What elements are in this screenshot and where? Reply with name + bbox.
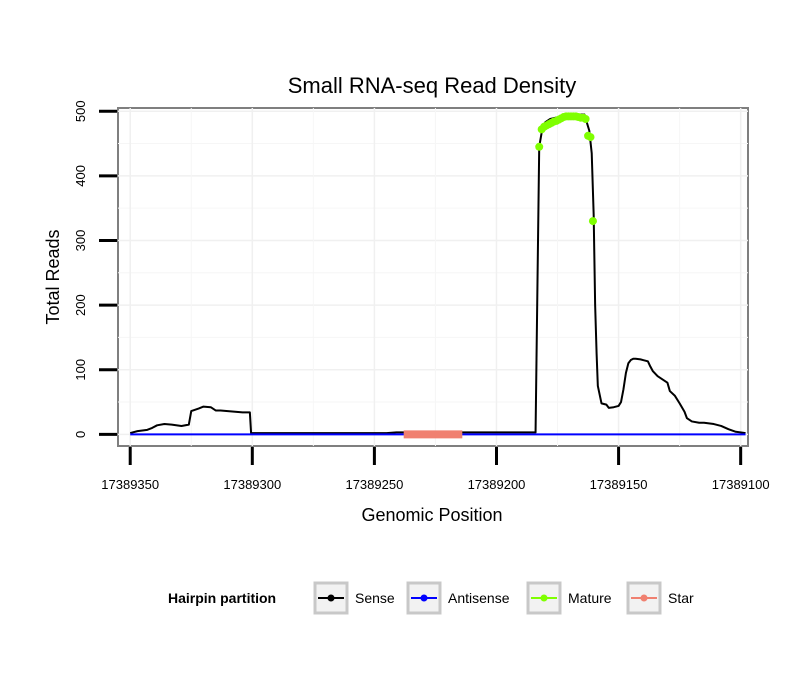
x-tick-label: 17389350 [101, 477, 159, 492]
plot-panel [117, 107, 749, 447]
x-axis-label: Genomic Position [361, 505, 502, 525]
y-axis-label: Total Reads [43, 229, 63, 324]
x-axis: 17389350 17389300 17389250 17389200 17389150… [101, 447, 770, 492]
chart-title: Small RNA-seq Read Density [288, 73, 577, 98]
mature-point [535, 142, 544, 151]
x-tick-label: 17389200 [468, 477, 526, 492]
mature-point [588, 217, 597, 226]
y-tick-label: 0 [73, 431, 88, 438]
legend-item-star: Star [626, 581, 694, 615]
legend-item-mature: Mature [526, 581, 612, 615]
legend-item-sense: Sense [313, 581, 395, 615]
x-tick-label: 17389150 [590, 477, 648, 492]
y-axis: 0 100 200 300 400 500 [73, 100, 117, 438]
y-tick-label: 200 [73, 294, 88, 316]
legend-label: Antisense [448, 590, 510, 606]
legend-item-antisense: Antisense [406, 581, 510, 615]
y-tick-label: 100 [73, 359, 88, 381]
legend-key-point [327, 594, 335, 602]
grid-lines [118, 108, 748, 446]
mature-point [586, 133, 595, 142]
legend: Hairpin partition Sense Antisense Mature St… [168, 581, 694, 615]
y-tick-label: 400 [73, 165, 88, 187]
legend-label: Star [668, 590, 694, 606]
legend-label: Sense [355, 590, 395, 606]
legend-title: Hairpin partition [168, 590, 276, 606]
series-layer [129, 112, 746, 439]
sense-line [129, 113, 746, 435]
legend-key-point [540, 594, 548, 602]
legend-key-point [640, 594, 648, 602]
legend-key-point [420, 594, 428, 602]
legend-label: Mature [568, 590, 612, 606]
mature-point [581, 114, 590, 123]
x-tick-label: 17389300 [223, 477, 281, 492]
y-tick-label: 500 [73, 100, 88, 122]
x-tick-label: 17389250 [345, 477, 403, 492]
x-tick-label: 17389100 [712, 477, 770, 492]
y-tick-label: 300 [73, 230, 88, 252]
